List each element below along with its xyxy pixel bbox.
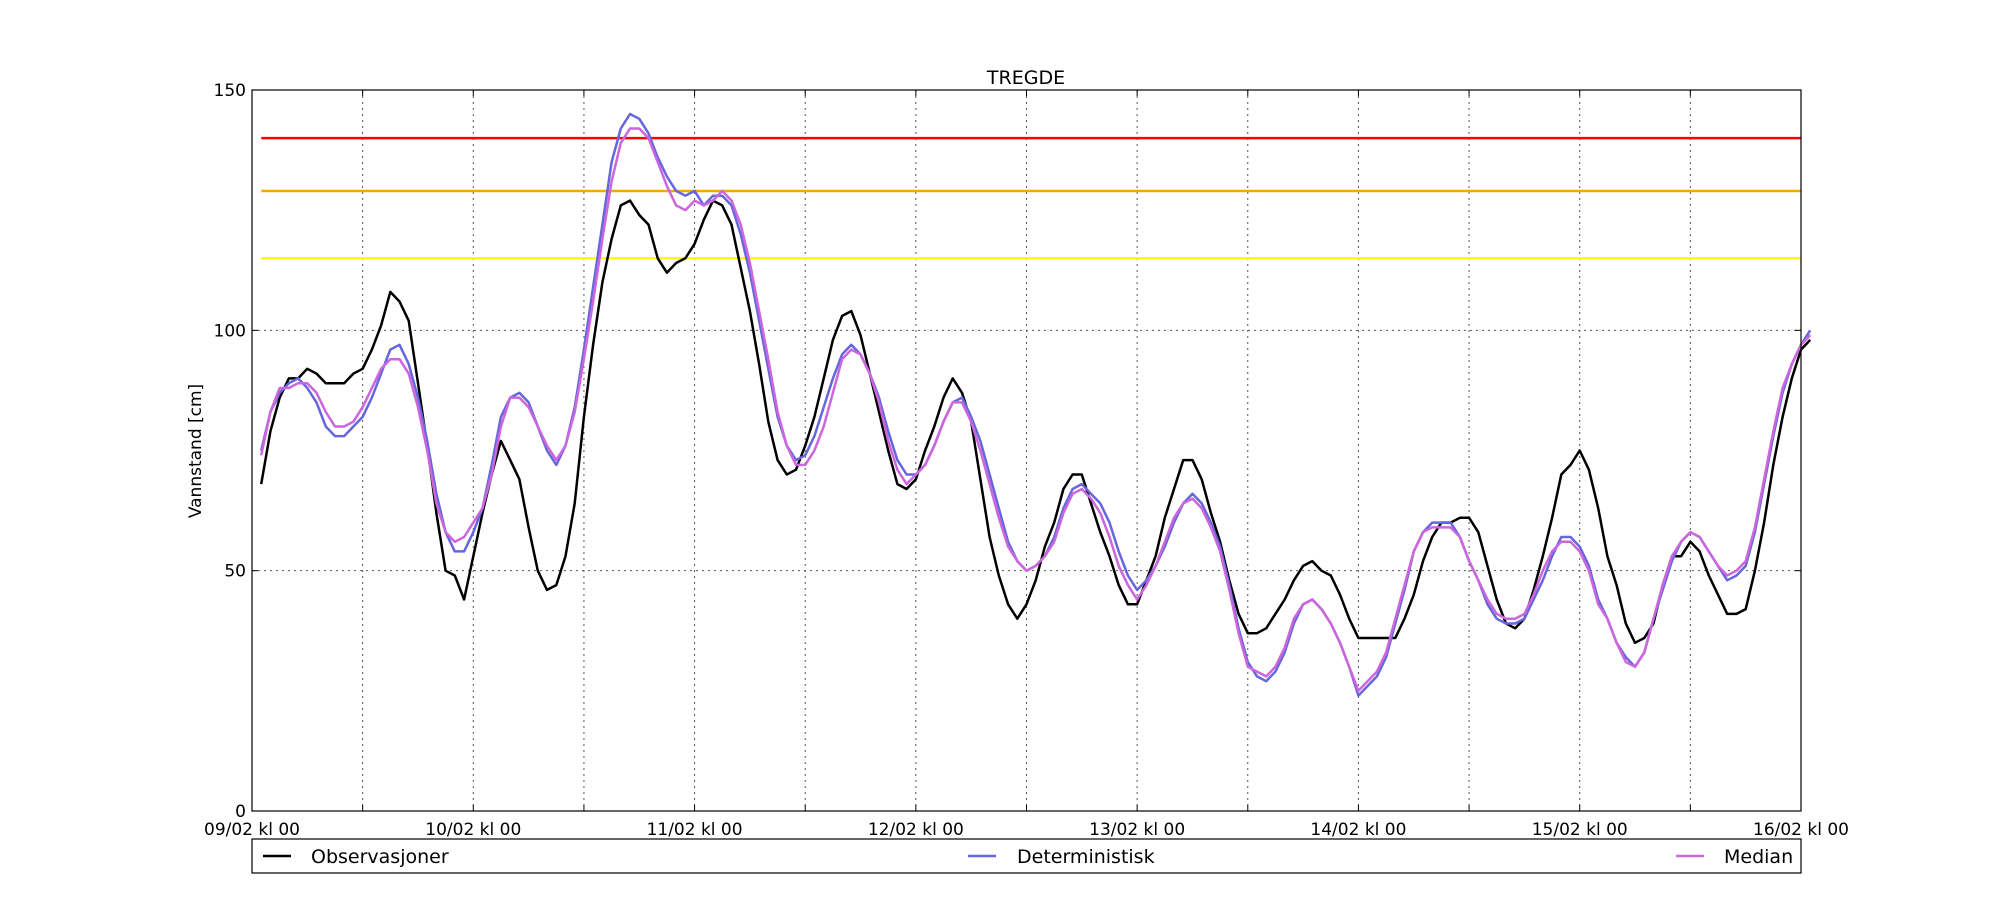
x-tick-label: 16/02 kl 00 [1753,820,1849,840]
x-tick-label: 15/02 kl 00 [1532,820,1628,840]
y-axis-label: Vannstand [cm] [186,384,206,518]
y-tick-label: 50 [224,562,246,582]
x-tick-label: 09/02 kl 00 [204,820,300,840]
y-tick-label: 100 [214,321,246,341]
y-tick-labels: 0 50 100 150 [214,81,246,822]
series-line-median [259,127,1812,693]
x-tick-label: 11/02 kl 00 [647,820,743,840]
y-tick-label: 150 [214,81,246,101]
legend-label: Observasjoner [311,846,449,868]
legend-label: Deterministisk [1017,846,1155,868]
legend-label: Median [1724,846,1793,868]
x-tick-label: 10/02 kl 00 [425,820,521,840]
axis-ticks [251,89,1802,812]
series-line-observasjoner [259,199,1812,645]
threshold-lines [261,136,1801,260]
x-tick-label: 14/02 kl 00 [1310,820,1406,840]
chart-title: TREGDE [986,67,1065,89]
series-lines [259,112,1812,697]
x-tick-label: 12/02 kl 00 [868,820,964,840]
y-tick-label: 0 [235,802,246,822]
legend-box [251,838,1802,874]
x-tick-labels: 09/02 kl 00 10/02 kl 00 11/02 kl 00 12/02 k… [204,820,1849,840]
legend: Observasjoner Deterministisk Median [251,838,1802,874]
x-tick-label: 13/02 kl 00 [1089,820,1185,840]
